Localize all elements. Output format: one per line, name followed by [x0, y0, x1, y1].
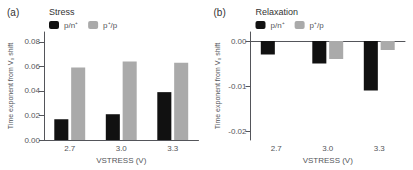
svg-text:3.3: 3.3	[167, 144, 179, 153]
svg-text:p/n⁺: p/n⁺	[64, 21, 78, 30]
svg-text:0.02: 0.02	[24, 111, 40, 120]
svg-text:0.06: 0.06	[24, 62, 40, 71]
svg-text:2.7: 2.7	[64, 144, 76, 153]
svg-text:(a): (a)	[7, 7, 19, 18]
svg-text:0.04: 0.04	[24, 86, 40, 95]
svg-text:Time exponent from V₀ shift: Time exponent from V₀ shift	[214, 43, 222, 129]
svg-text:2.7: 2.7	[271, 144, 283, 153]
svg-text:3.0: 3.0	[322, 144, 334, 153]
svg-text:(b): (b)	[214, 7, 226, 18]
svg-text:VSTRESS (V): VSTRESS (V)	[303, 156, 354, 165]
svg-text:0.00: 0.00	[231, 37, 247, 46]
svg-text:-0.01: -0.01	[228, 82, 247, 91]
svg-text:Stress: Stress	[49, 7, 75, 17]
svg-text:3.3: 3.3	[374, 144, 386, 153]
svg-text:Time exponent from V₀ shift: Time exponent from V₀ shift	[7, 43, 15, 129]
svg-text:3.0: 3.0	[116, 144, 128, 153]
svg-text:-0.02: -0.02	[228, 127, 247, 136]
svg-text:VSTRESS (V): VSTRESS (V)	[96, 156, 147, 165]
svg-text:p⁺/p: p⁺/p	[103, 21, 118, 30]
svg-text:0.08: 0.08	[24, 37, 40, 46]
svg-text:p⁺/p: p⁺/p	[310, 21, 325, 30]
svg-text:Relaxation: Relaxation	[256, 7, 299, 17]
svg-text:p/n⁺: p/n⁺	[271, 21, 285, 30]
svg-text:0.00: 0.00	[24, 136, 40, 145]
